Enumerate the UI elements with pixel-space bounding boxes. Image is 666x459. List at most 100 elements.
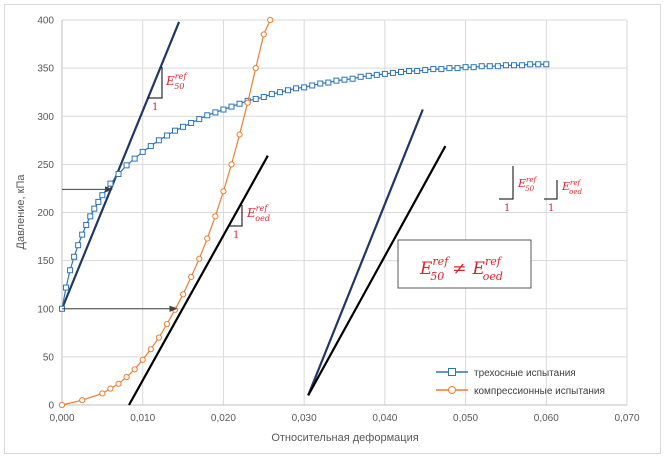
- data-point-triaxial: [494, 63, 501, 70]
- legend-label-triaxial: трехосные испытания: [474, 368, 576, 379]
- data-point-triaxial: [317, 80, 324, 87]
- y-tick-label: 100: [37, 304, 54, 315]
- y-tick-label: 200: [37, 208, 54, 219]
- legend-label-oedometer: компрессионные испытания: [474, 386, 605, 397]
- y-axis-title: Давление, кПа: [15, 174, 27, 250]
- x-tick-label: 0,030: [292, 413, 317, 424]
- data-point-triaxial: [131, 155, 138, 162]
- data-point-triaxial: [147, 143, 154, 150]
- data-point-oedometer: [260, 31, 267, 38]
- data-point-triaxial: [486, 63, 493, 70]
- data-point-triaxial: [389, 69, 396, 76]
- data-point-triaxial: [454, 65, 461, 72]
- data-point-triaxial: [163, 132, 170, 139]
- legend-marker-oedometer: [448, 386, 456, 394]
- data-point-oedometer: [58, 401, 66, 409]
- data-point-oedometer: [179, 291, 187, 298]
- data-point-triaxial: [67, 267, 74, 274]
- data-point-triaxial: [357, 73, 364, 80]
- y-tick-label: 400: [37, 16, 54, 27]
- data-point-triaxial: [349, 75, 356, 82]
- data-point-triaxial: [107, 180, 114, 187]
- data-point-triaxial: [220, 106, 227, 113]
- y-tick-label: 150: [37, 256, 54, 267]
- annotation-one-label: 1: [233, 230, 239, 241]
- data-point-triaxial: [543, 61, 550, 68]
- x-tick-label: 0,020: [211, 413, 236, 424]
- data-point-triaxial: [535, 61, 542, 68]
- data-point-triaxial: [406, 68, 413, 75]
- data-point-triaxial: [204, 112, 211, 119]
- data-point-oedometer: [171, 306, 179, 313]
- data-point-triaxial: [301, 84, 308, 91]
- y-tick-label: 0: [48, 401, 54, 412]
- data-point-oedometer: [139, 356, 146, 363]
- data-point-triaxial: [115, 171, 122, 177]
- data-point-triaxial: [123, 162, 130, 169]
- data-point-oedometer: [163, 321, 171, 328]
- data-point-triaxial: [180, 123, 187, 130]
- data-point-triaxial: [333, 77, 340, 84]
- annotation-eoed-slope: 1 Eref oed: [229, 204, 270, 241]
- annotation-one-label: 1: [504, 203, 510, 214]
- data-point-oedometer: [267, 16, 274, 24]
- y-tick-label: 250: [37, 160, 54, 171]
- data-point-triaxial: [398, 68, 404, 75]
- y-tick-label: 350: [37, 64, 54, 75]
- annotation-e50-label: Eref 50: [517, 176, 538, 193]
- x-tick-label: 0,060: [534, 413, 559, 424]
- x-tick-label: 0,050: [453, 413, 478, 424]
- data-point-triaxial: [71, 253, 78, 260]
- data-point-triaxial: [381, 70, 388, 77]
- data-point-triaxial: [478, 63, 485, 70]
- inequality-box-frame: [397, 239, 532, 289]
- data-point-triaxial: [365, 72, 372, 79]
- data-point-oedometer: [204, 235, 211, 242]
- data-point-triaxial: [527, 61, 534, 68]
- data-point-triaxial: [325, 79, 332, 86]
- x-tick-label: 0,070: [614, 413, 639, 424]
- data-point-triaxial: [188, 119, 195, 126]
- data-point-oedometer: [228, 161, 235, 168]
- annotation-one-label: 1: [548, 203, 554, 214]
- data-point-oedometer: [236, 131, 243, 138]
- fit-line-2: [307, 109, 424, 396]
- fit-line-0: [60, 21, 181, 310]
- data-point-triaxial: [236, 100, 243, 107]
- fit-line-1: [128, 155, 269, 406]
- data-point-oedometer: [123, 373, 130, 381]
- data-point-triaxial: [212, 109, 219, 116]
- x-tick-label: 0,040: [372, 413, 397, 424]
- annotation-eoed-label: Eref oed: [561, 179, 582, 196]
- data-point-oedometer: [196, 255, 203, 262]
- data-point-triaxial: [87, 213, 94, 220]
- data-point-triaxial: [511, 62, 517, 69]
- x-tick-label: 0,000: [49, 413, 74, 424]
- data-point-triaxial: [373, 71, 380, 78]
- data-point-oedometer: [131, 366, 138, 373]
- data-point-triaxial: [309, 82, 316, 89]
- data-point-triaxial: [75, 242, 82, 249]
- data-point-triaxial: [79, 231, 86, 238]
- data-point-triaxial: [446, 65, 453, 72]
- data-point-triaxial: [422, 67, 429, 74]
- data-point-triaxial: [414, 68, 421, 75]
- annotation-eoed-label: Eref oed: [246, 204, 270, 223]
- data-point-triaxial: [268, 91, 275, 98]
- annotation-inequality-box: Eref 50 ≠ Eref oed: [397, 239, 532, 289]
- data-point-triaxial: [99, 192, 106, 199]
- fit-lines: [60, 21, 447, 406]
- y-tick-label: 50: [43, 352, 55, 363]
- annotation-e50-slope: 1 Eref 50: [148, 67, 188, 113]
- data-point-oedometer: [155, 334, 162, 341]
- data-point-triaxial: [95, 198, 102, 205]
- data-point-triaxial: [462, 64, 469, 71]
- y-tick-label: 300: [37, 112, 54, 123]
- data-point-triaxial: [502, 62, 509, 69]
- data-point-triaxial: [139, 148, 146, 155]
- x-axis-title: Относительная деформация: [271, 432, 418, 444]
- data-point-oedometer: [99, 390, 106, 397]
- annotation-slope-pair: 1 Eref 50 1 Eref oed: [499, 166, 582, 214]
